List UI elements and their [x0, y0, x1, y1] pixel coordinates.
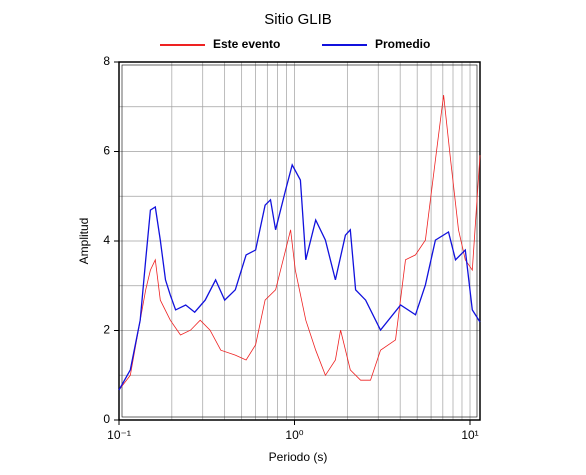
x-axis-label: Periodo (s) — [269, 450, 328, 464]
y-tick-label: 0 — [103, 412, 110, 426]
chart-title: Sitio GLIB — [264, 11, 332, 28]
x-tick-label: 10¹ — [461, 428, 478, 442]
y-tick-label: 6 — [103, 144, 110, 158]
series-line — [118, 95, 481, 391]
y-axis-label: Amplitud — [77, 218, 91, 265]
y-tick-label: 4 — [103, 233, 110, 247]
plot-frame — [118, 61, 481, 421]
series-line — [118, 163, 481, 391]
y-tick-label: 2 — [103, 323, 110, 337]
legend-label: Este evento — [213, 37, 280, 51]
x-tick-label: 10⁻¹ — [107, 428, 131, 442]
x-tick-label: 10⁰ — [285, 428, 303, 442]
plot-frame-inner — [121, 64, 478, 418]
legend-label: Promedio — [375, 37, 430, 51]
y-tick-label: 8 — [103, 54, 110, 68]
